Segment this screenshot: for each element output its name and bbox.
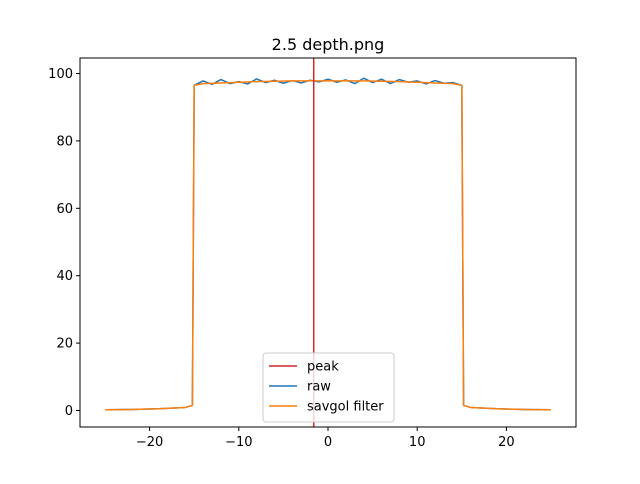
- y-tick-label: 80: [56, 134, 73, 149]
- legend-label-peak: peak: [307, 360, 339, 375]
- legend-label-savgol-filter: savgol filter: [307, 400, 384, 415]
- x-tick-label: 0: [324, 435, 332, 450]
- y-tick-label: 0: [65, 404, 73, 419]
- chart-title: 2.5 depth.png: [272, 35, 385, 54]
- x-tick-label: 10: [409, 435, 426, 450]
- x-tick-label: −20: [136, 435, 163, 450]
- legend-box: [262, 352, 395, 423]
- x-tick-label: 20: [498, 435, 515, 450]
- series-line-savgol-filter: [104, 80, 552, 411]
- y-tick-label: 40: [56, 269, 73, 284]
- y-tick-label: 20: [56, 337, 73, 352]
- y-tick-label: 100: [48, 67, 73, 82]
- legend-label-raw: raw: [307, 380, 331, 395]
- x-tick-label: −10: [225, 435, 252, 450]
- y-axis: 0 20 40 60 80 100: [48, 67, 80, 419]
- y-tick-label: 60: [56, 202, 73, 217]
- legend: peak raw savgol filter: [262, 352, 395, 423]
- x-axis: −20 −10 0 10 20: [136, 427, 515, 450]
